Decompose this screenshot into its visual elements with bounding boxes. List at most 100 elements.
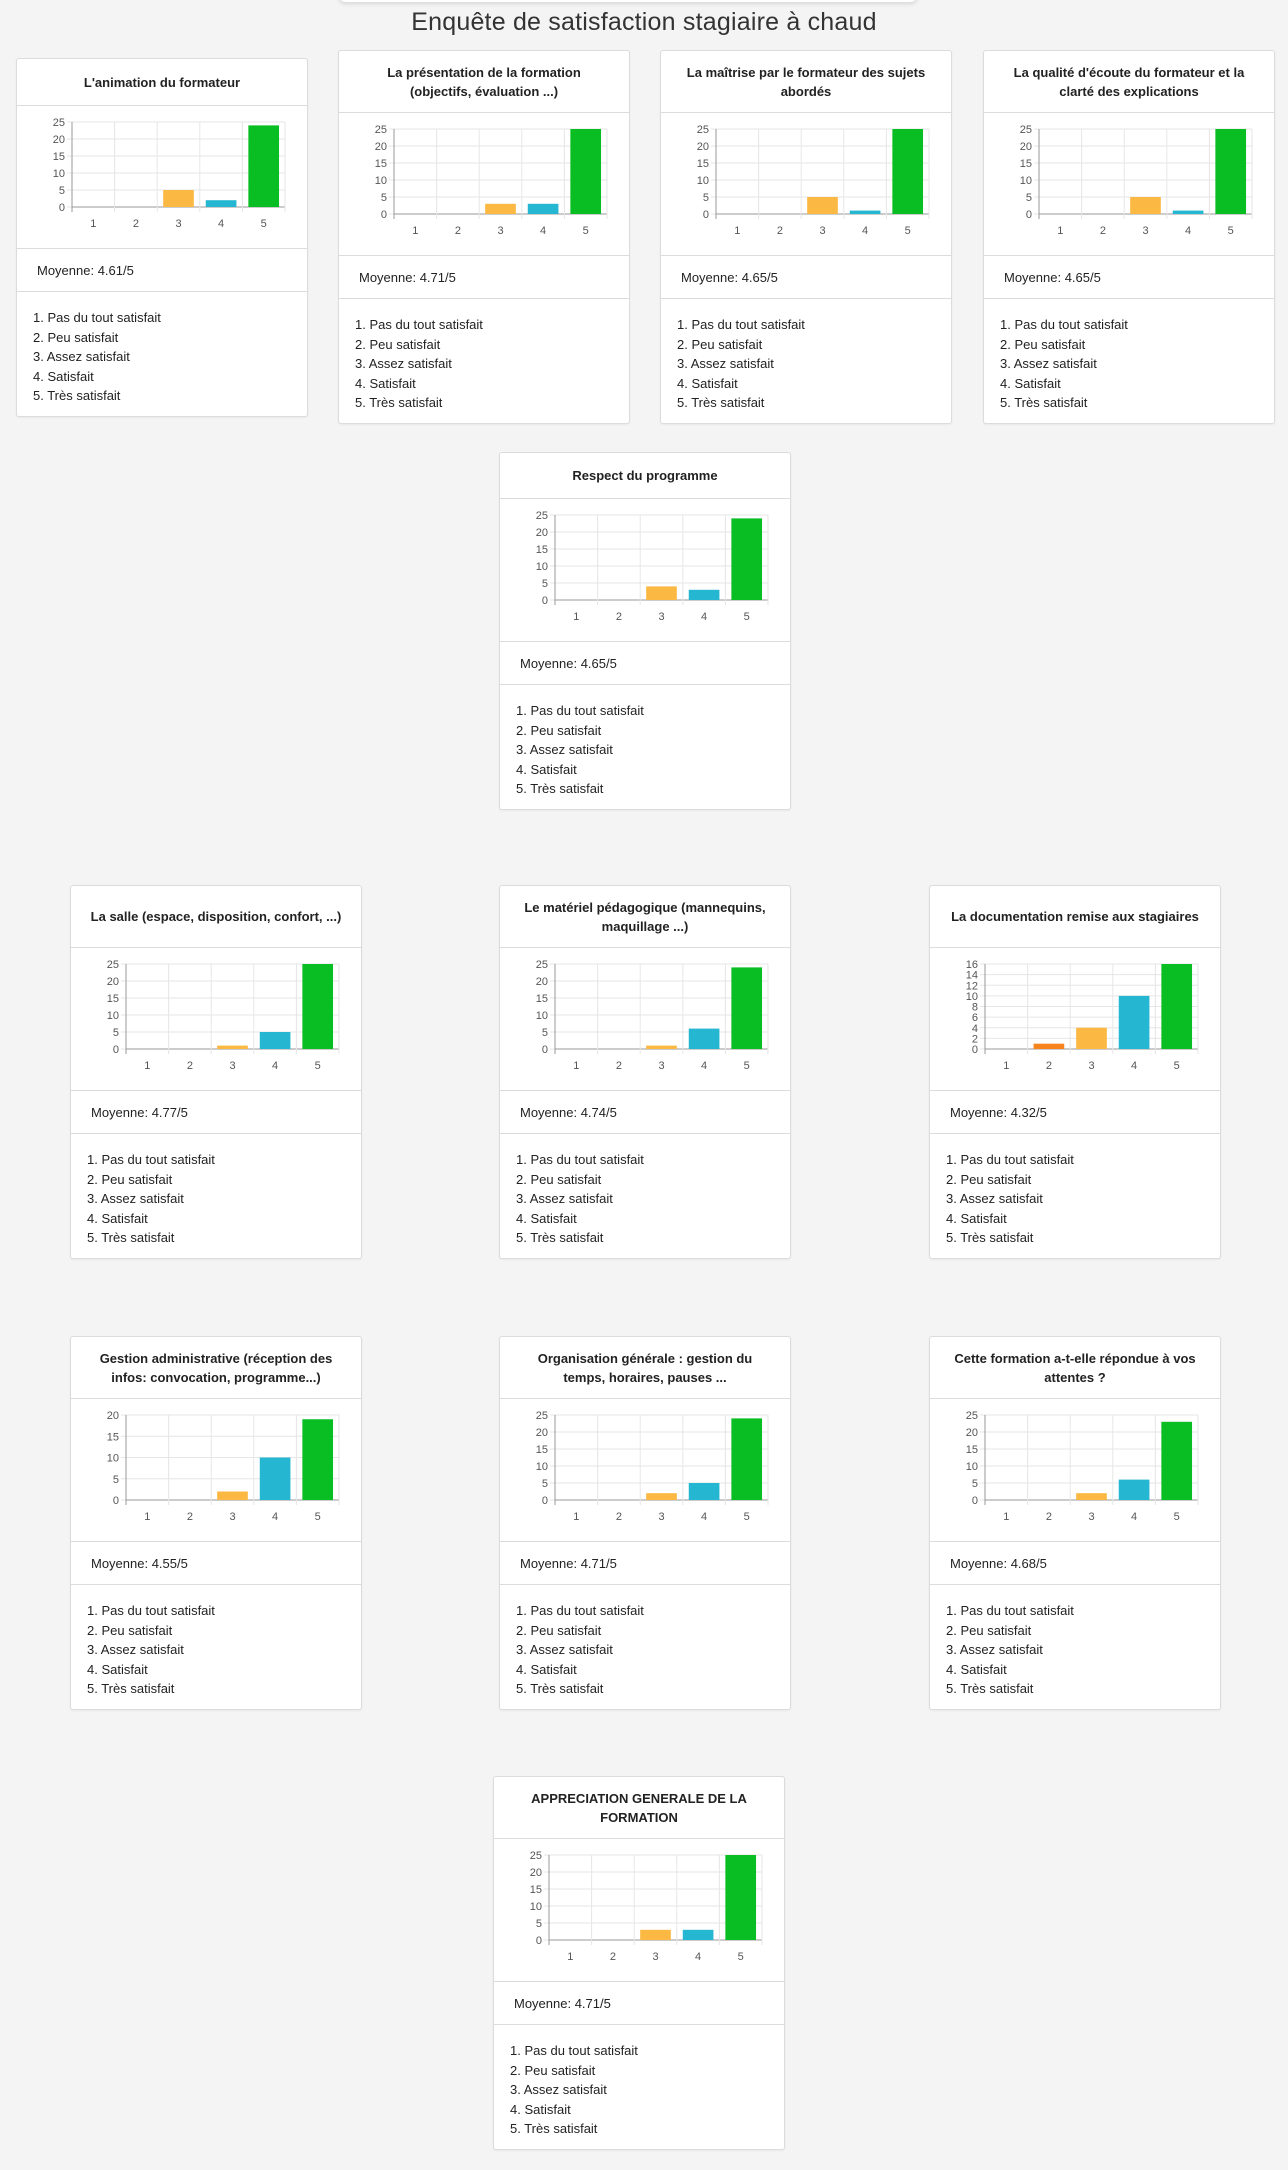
x-tick-label: 3: [1088, 1060, 1094, 1072]
average-score: Moyenne: 4.71/5: [494, 1982, 784, 2025]
legend-item: 2. Peu satisfait: [677, 336, 763, 352]
x-tick-label: 1: [1057, 225, 1063, 237]
x-tick-label: 5: [1228, 225, 1234, 237]
y-tick-label: 0: [542, 1044, 548, 1056]
y-tick-label: 5: [536, 1918, 542, 1930]
x-tick-label: 4: [272, 1060, 278, 1072]
bar-4: [527, 203, 559, 214]
legend-item: 3. Assez satisfait: [516, 1642, 613, 1657]
x-tick-label: 3: [175, 218, 181, 230]
card-title: L'animation du formateur: [17, 59, 307, 106]
y-tick-label: 25: [375, 124, 387, 136]
average-score: Moyenne: 4.77/5: [71, 1091, 361, 1134]
x-tick-label: 1: [90, 218, 96, 230]
survey-card-appreciation-generale-de-la-formation: APPRECIATION GENERALE DE LA FORMATION 0 5 1…: [493, 1776, 785, 2150]
y-tick-label: 20: [107, 1410, 119, 1422]
y-tick-label: 15: [107, 1431, 119, 1443]
x-tick-label: 4: [701, 1060, 707, 1072]
bar-5: [1161, 1421, 1193, 1500]
y-tick-label: 20: [536, 976, 548, 988]
y-tick-label: 0: [542, 595, 548, 607]
y-tick-label: 20: [536, 1427, 548, 1439]
x-tick-label: 1: [573, 1511, 579, 1523]
y-tick-label: 0: [703, 209, 709, 221]
x-tick-label: 1: [573, 1060, 579, 1072]
survey-card-cette-formation-a-t-elle-repondue-a-vos-: Cette formation a-t-elle répondue à vos …: [929, 1336, 1221, 1710]
legend-item: 1. Pas du tout satisfait: [516, 1603, 644, 1618]
legend-item: 3. Assez satisfait: [355, 356, 452, 371]
legend-item: 1. Pas du tout satisfait: [33, 310, 161, 325]
y-tick-label: 4: [972, 1023, 978, 1035]
legend-item: 4. Satisfait: [516, 761, 577, 777]
legend-item: 5. Très satisfait: [516, 1230, 604, 1245]
legend-item: 1. Pas du tout satisfait: [1000, 317, 1128, 332]
x-tick-label: 4: [862, 225, 868, 237]
y-tick-label: 5: [1026, 192, 1032, 204]
bar-5: [731, 518, 763, 600]
y-tick-label: 10: [375, 175, 387, 187]
legend-item: 1. Pas du tout satisfait: [87, 1152, 215, 1167]
bar-5: [731, 967, 763, 1049]
x-tick-label: 1: [567, 1951, 573, 1963]
rating-legend: 1. Pas du tout satisfait 2. Peu satisfait…: [71, 1585, 361, 1709]
y-tick-label: 20: [536, 527, 548, 539]
x-tick-label: 2: [616, 1060, 622, 1072]
x-tick-label: 3: [497, 225, 503, 237]
legend-item: 4. Satisfait: [516, 1661, 577, 1677]
y-tick-label: 5: [113, 1027, 119, 1039]
y-tick-label: 20: [697, 141, 709, 153]
bar-chart-svg: 0 5 10 15 20 25 1 2 3 4 5: [536, 959, 769, 1072]
legend-item: 3. Assez satisfait: [87, 1642, 184, 1657]
y-tick-label: 25: [536, 959, 548, 971]
bar-5: [892, 129, 924, 214]
rating-legend: 1. Pas du tout satisfait 2. Peu satisfait…: [500, 1134, 790, 1258]
x-tick-label: 1: [412, 225, 418, 237]
legend-item: 2. Peu satisfait: [946, 1171, 1032, 1187]
y-tick-label: 25: [697, 124, 709, 136]
bar-3: [485, 203, 516, 214]
bar-5: [302, 964, 334, 1049]
y-tick-label: 0: [536, 1935, 542, 1947]
y-tick-label: 8: [972, 1002, 978, 1014]
legend-item: 4. Satisfait: [1000, 375, 1061, 391]
y-tick-label: 15: [53, 151, 65, 163]
bar-3: [646, 1045, 677, 1049]
x-tick-label: 5: [1174, 1511, 1180, 1523]
survey-card-l-animation-du-formateur: L'animation du formateur 0 5 10 15 20 25 1 2 3 4 5 M…: [16, 58, 308, 417]
bar-chart: 0 5 10 15 20 25 1 2 3 4 5: [494, 1839, 784, 1982]
y-tick-label: 5: [542, 1027, 548, 1039]
bar-chart-svg: 0 5 10 15 20 25 1 2 3 4 5: [536, 510, 769, 623]
bar-chart: 0 5 10 15 20 25 1 2 3 4 5: [500, 948, 790, 1091]
legend-item: 5. Très satisfait: [1000, 395, 1088, 410]
y-tick-label: 5: [381, 192, 387, 204]
legend-item: 2. Peu satisfait: [33, 329, 119, 345]
legend-item: 1. Pas du tout satisfait: [677, 317, 805, 332]
bar-chart: 0 5 10 15 20 25 1 2 3 4 5: [339, 113, 629, 256]
legend-item: 4. Satisfait: [677, 375, 738, 391]
x-tick-label: 4: [695, 1951, 701, 1963]
x-tick-label: 5: [1174, 1060, 1180, 1072]
bar-5: [248, 125, 280, 207]
bar-chart: 0 5 10 15 20 1 2 3 4 5: [71, 1399, 361, 1542]
legend-item: 2. Peu satisfait: [946, 1622, 1032, 1638]
y-tick-label: 15: [536, 1444, 548, 1456]
y-tick-label: 16: [966, 959, 978, 971]
x-tick-label: 2: [455, 225, 461, 237]
legend-item: 2. Peu satisfait: [510, 2062, 596, 2078]
legend-item: 4. Satisfait: [33, 368, 94, 384]
y-tick-label: 0: [113, 1044, 119, 1056]
bar-chart: 0 2 4 6 8 10 12 14 16 1 2 3 4 5: [930, 948, 1220, 1091]
x-tick-label: 2: [1046, 1060, 1052, 1072]
x-tick-label: 4: [701, 1511, 707, 1523]
y-tick-label: 25: [966, 1410, 978, 1422]
bar-3: [1130, 197, 1161, 214]
bar-4: [688, 589, 720, 600]
survey-card-la-qualite-d-ecoute-du-formateur-et-la-c: La qualité d'écoute du formateur et la c…: [983, 50, 1275, 424]
y-tick-label: 5: [703, 192, 709, 204]
survey-card-le-materiel-pedagogique-mannequins-maqui: Le matériel pédagogique (mannequins, maq…: [499, 885, 791, 1259]
legend-item: 4. Satisfait: [946, 1661, 1007, 1677]
bar-3: [163, 190, 194, 207]
rating-legend: 1. Pas du tout satisfait 2. Peu satisfait…: [71, 1134, 361, 1258]
y-tick-label: 20: [375, 141, 387, 153]
bar-chart: 0 5 10 15 20 25 1 2 3 4 5: [930, 1399, 1220, 1542]
